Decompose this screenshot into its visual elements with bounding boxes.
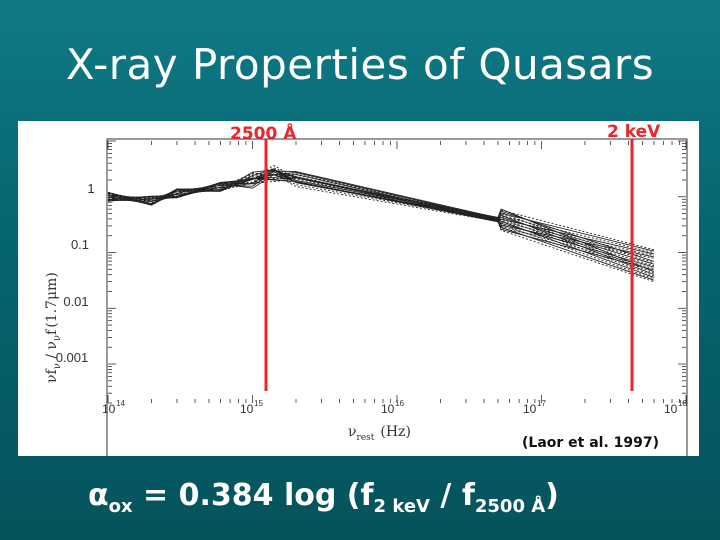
sed-curve [107, 170, 655, 277]
svg-text:16: 16 [395, 399, 404, 408]
axis-ticks [107, 140, 687, 404]
svg-text:18: 18 [678, 399, 687, 408]
svg-text:10: 10 [102, 402, 116, 416]
sed-curve [107, 172, 655, 275]
sed-curve [107, 171, 654, 258]
x-tick-label: 10 17 [523, 399, 546, 416]
y-axis-label: νfν / ννf(1.7μm) [44, 272, 63, 383]
svg-text:10: 10 [381, 402, 395, 416]
x-tick-label: 10 14 [102, 399, 125, 416]
svg-text:14: 14 [116, 399, 125, 408]
y-tick-label: 0.001 [56, 350, 89, 365]
sed-curves [107, 164, 655, 283]
sed-figure: 1 0.1 0.01 0.001 10 14 10 15 10 16 10 17… [18, 121, 699, 456]
alpha-ox-equation: αox = 0.384 log (f2 keV / f2500 Å) [88, 478, 559, 517]
marker-label-2500A: 2500 Å [230, 121, 297, 144]
plot-frame [106, 138, 688, 456]
svg-text:15: 15 [254, 399, 263, 408]
citation: (Laor et al. 1997) [522, 435, 659, 451]
sed-curve [107, 169, 655, 278]
svg-text:10: 10 [523, 402, 537, 416]
eq-slash: / f [429, 478, 475, 513]
eq-f2-sub: 2 keV [373, 496, 430, 517]
x-tick-label: 10 15 [240, 399, 263, 416]
svg-text:17: 17 [537, 399, 546, 408]
x-tick-label: 10 16 [381, 399, 404, 416]
eq-alpha: α [88, 478, 109, 513]
y-tick-label: 0.1 [71, 237, 89, 252]
svg-text:10: 10 [664, 402, 678, 416]
slide-title: X-ray Properties of Quasars [65, 40, 655, 89]
eq-body: = 0.384 log (f [132, 478, 374, 513]
x-tick-label: 10 18 [664, 399, 687, 416]
x-axis-label: νrest (Hz) [348, 424, 411, 443]
sed-curve [107, 169, 655, 273]
y-tick-label: 1 [87, 181, 94, 196]
sed-curve [107, 164, 655, 251]
sed-curve [107, 172, 655, 274]
eq-f2500-sub: 2500 Å [474, 496, 546, 517]
eq-close: ) [545, 478, 559, 513]
svg-text:10: 10 [240, 402, 254, 416]
eq-alpha-sub: ox [108, 496, 133, 517]
sed-curve [107, 174, 654, 255]
marker-label-2keV: 2 keV [607, 122, 661, 142]
sed-curve [107, 173, 655, 254]
svg-text:νrest(Hz): νrest (Hz) [348, 424, 411, 443]
sed-plot: 1 0.1 0.01 0.001 10 14 10 15 10 16 10 17… [44, 121, 688, 456]
svg-text:νfν / ννf(1.7μm): νfν / ννf(1.7μm) [44, 272, 63, 383]
y-tick-label: 0.01 [63, 294, 88, 309]
